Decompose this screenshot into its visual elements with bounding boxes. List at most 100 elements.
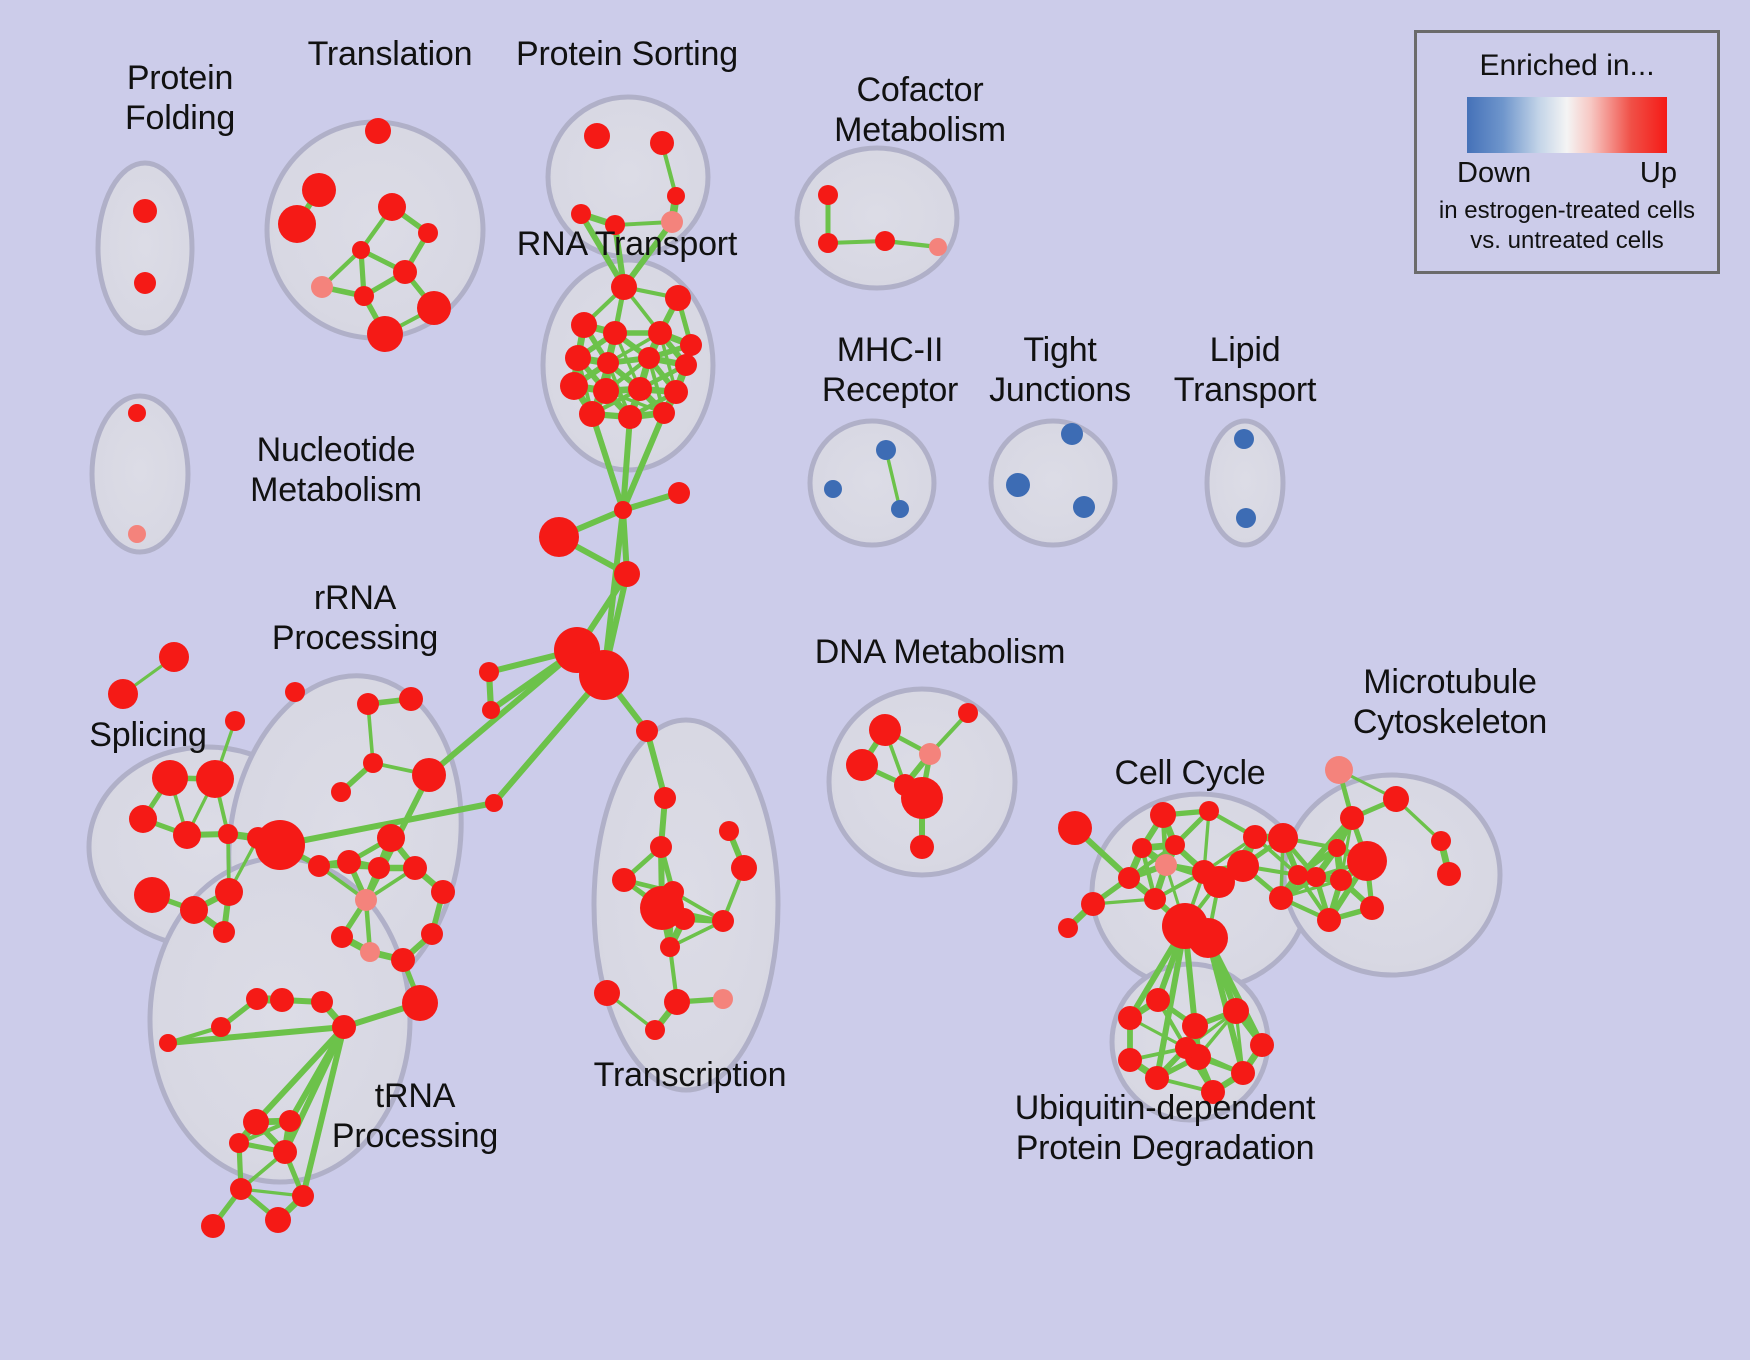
network-node[interactable] <box>1182 1013 1208 1039</box>
cluster-ellipse-transcription[interactable] <box>591 717 781 1093</box>
network-node[interactable] <box>159 642 189 672</box>
network-node[interactable] <box>331 782 351 802</box>
network-node[interactable] <box>412 758 446 792</box>
network-node[interactable] <box>399 687 423 711</box>
network-node[interactable] <box>273 1140 297 1164</box>
network-node[interactable] <box>719 821 739 841</box>
network-node[interactable] <box>417 291 451 325</box>
network-node[interactable] <box>255 820 305 870</box>
network-node[interactable] <box>636 720 658 742</box>
network-node[interactable] <box>1199 801 1219 821</box>
network-node[interactable] <box>731 855 757 881</box>
network-node[interactable] <box>128 525 146 543</box>
network-node[interactable] <box>614 501 632 519</box>
network-node[interactable] <box>638 347 660 369</box>
network-node[interactable] <box>571 204 591 224</box>
network-node[interactable] <box>229 1133 249 1153</box>
network-node[interactable] <box>173 821 201 849</box>
network-node[interactable] <box>1231 1061 1255 1085</box>
network-node[interactable] <box>680 334 702 356</box>
cluster-ellipse-cofactor[interactable] <box>794 145 960 291</box>
network-node[interactable] <box>133 199 157 223</box>
network-node[interactable] <box>650 131 674 155</box>
network-node[interactable] <box>891 500 909 518</box>
network-node[interactable] <box>1058 918 1078 938</box>
network-node[interactable] <box>152 760 188 796</box>
network-node[interactable] <box>1347 841 1387 881</box>
network-node[interactable] <box>213 921 235 943</box>
network-node[interactable] <box>354 286 374 306</box>
network-node[interactable] <box>1132 838 1152 858</box>
cluster-ellipse-protein-folding[interactable] <box>95 160 195 336</box>
network-node[interactable] <box>1234 429 1254 449</box>
cluster-ellipse-nucleotide[interactable] <box>89 393 191 555</box>
network-node[interactable] <box>653 402 675 424</box>
network-node[interactable] <box>129 805 157 833</box>
network-node[interactable] <box>1118 867 1140 889</box>
network-node[interactable] <box>919 743 941 765</box>
network-node[interactable] <box>593 378 619 404</box>
network-node[interactable] <box>331 926 353 948</box>
network-node[interactable] <box>605 215 625 235</box>
network-node[interactable] <box>645 1020 665 1040</box>
network-node[interactable] <box>667 187 685 205</box>
network-node[interactable] <box>431 880 455 904</box>
network-node[interactable] <box>365 118 391 144</box>
network-node[interactable] <box>355 889 377 911</box>
network-node[interactable] <box>393 260 417 284</box>
network-node[interactable] <box>1061 423 1083 445</box>
network-node[interactable] <box>565 345 591 371</box>
network-node[interactable] <box>360 942 380 962</box>
network-node[interactable] <box>603 321 627 345</box>
network-node[interactable] <box>713 989 733 1009</box>
network-node[interactable] <box>1340 806 1364 830</box>
network-node[interactable] <box>357 693 379 715</box>
network-node[interactable] <box>901 777 943 819</box>
network-node[interactable] <box>1288 865 1308 885</box>
network-node[interactable] <box>1073 496 1095 518</box>
network-node[interactable] <box>215 878 243 906</box>
network-node[interactable] <box>664 380 688 404</box>
network-node[interactable] <box>1227 850 1259 882</box>
network-node[interactable] <box>579 650 629 700</box>
network-node[interactable] <box>594 980 620 1006</box>
network-node[interactable] <box>485 794 503 812</box>
network-node[interactable] <box>1317 908 1341 932</box>
network-node[interactable] <box>1437 862 1461 886</box>
network-node[interactable] <box>1330 869 1352 891</box>
network-node[interactable] <box>211 1017 231 1037</box>
network-node[interactable] <box>579 401 605 427</box>
network-node[interactable] <box>664 989 690 1015</box>
network-node[interactable] <box>876 440 896 460</box>
network-node[interactable] <box>403 856 427 880</box>
network-node[interactable] <box>391 948 415 972</box>
network-node[interactable] <box>1144 888 1166 910</box>
network-node[interactable] <box>958 703 978 723</box>
network-node[interactable] <box>597 352 619 374</box>
network-node[interactable] <box>654 787 676 809</box>
network-node[interactable] <box>311 276 333 298</box>
network-node[interactable] <box>929 238 947 256</box>
network-node[interactable] <box>265 1207 291 1233</box>
network-node[interactable] <box>618 405 642 429</box>
network-node[interactable] <box>421 923 443 945</box>
network-node[interactable] <box>661 211 683 233</box>
network-node[interactable] <box>1145 1066 1169 1090</box>
network-node[interactable] <box>1328 839 1346 857</box>
network-node[interactable] <box>1165 835 1185 855</box>
network-node[interactable] <box>1431 831 1451 851</box>
network-node[interactable] <box>482 701 500 719</box>
network-node[interactable] <box>134 877 170 913</box>
network-node[interactable] <box>367 316 403 352</box>
network-node[interactable] <box>180 896 208 924</box>
network-node[interactable] <box>1268 823 1298 853</box>
network-node[interactable] <box>1006 473 1030 497</box>
network-node[interactable] <box>648 321 672 345</box>
network-node[interactable] <box>225 711 245 731</box>
network-node[interactable] <box>332 1015 356 1039</box>
network-node[interactable] <box>337 850 361 874</box>
network-node[interactable] <box>201 1214 225 1238</box>
network-node[interactable] <box>640 886 684 930</box>
network-node[interactable] <box>584 123 610 149</box>
network-node[interactable] <box>612 868 636 892</box>
